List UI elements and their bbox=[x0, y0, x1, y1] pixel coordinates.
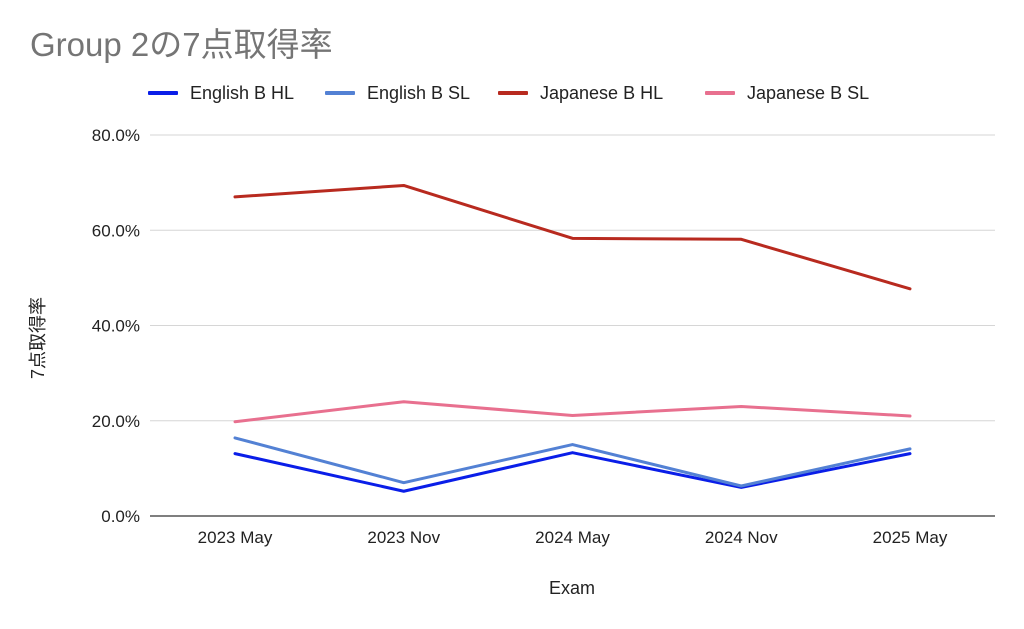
legend-swatch bbox=[498, 91, 528, 95]
x-tick-label: 2024 Nov bbox=[705, 528, 778, 547]
legend-item-japanese-b-hl[interactable]: Japanese B HL bbox=[498, 80, 663, 106]
y-tick-label: 40.0% bbox=[92, 317, 140, 336]
legend-item-english-b-hl[interactable]: English B HL bbox=[148, 80, 294, 106]
series-line-english-b-sl[interactable] bbox=[233, 436, 912, 488]
x-tick-label: 2024 May bbox=[535, 528, 610, 547]
legend-swatch bbox=[325, 91, 355, 95]
legend-label: English B SL bbox=[367, 82, 471, 103]
x-tick-label: 2023 Nov bbox=[367, 528, 440, 547]
legend-item-japanese-b-sl[interactable]: Japanese B SL bbox=[705, 80, 869, 106]
legend-swatch bbox=[705, 91, 735, 95]
y-tick-label: 0.0% bbox=[101, 507, 140, 526]
y-tick-label: 20.0% bbox=[92, 412, 140, 431]
x-tick-label: 2025 May bbox=[873, 528, 948, 547]
series-line-japanese-b-sl[interactable] bbox=[233, 400, 912, 424]
legend-label: Japanese B HL bbox=[540, 82, 664, 103]
series-line-japanese-b-hl[interactable] bbox=[233, 183, 912, 291]
legend-label: English B HL bbox=[190, 82, 295, 103]
legend-swatch bbox=[148, 91, 178, 95]
legend-item-english-b-sl[interactable]: English B SL bbox=[325, 80, 470, 106]
y-tick-label: 80.0% bbox=[92, 126, 140, 145]
series-line-english-b-hl[interactable] bbox=[233, 451, 912, 493]
legend: English B HL English B SL Japanese B HL … bbox=[0, 80, 1024, 106]
legend-label: Japanese B SL bbox=[747, 82, 870, 103]
y-tick-label: 60.0% bbox=[92, 221, 140, 240]
chart-title: Group 2の7点取得率 bbox=[30, 26, 333, 63]
x-axis-title: Exam bbox=[549, 578, 595, 598]
x-tick-label: 2023 May bbox=[198, 528, 273, 547]
y-axis-title: 7点取得率 bbox=[28, 297, 48, 379]
